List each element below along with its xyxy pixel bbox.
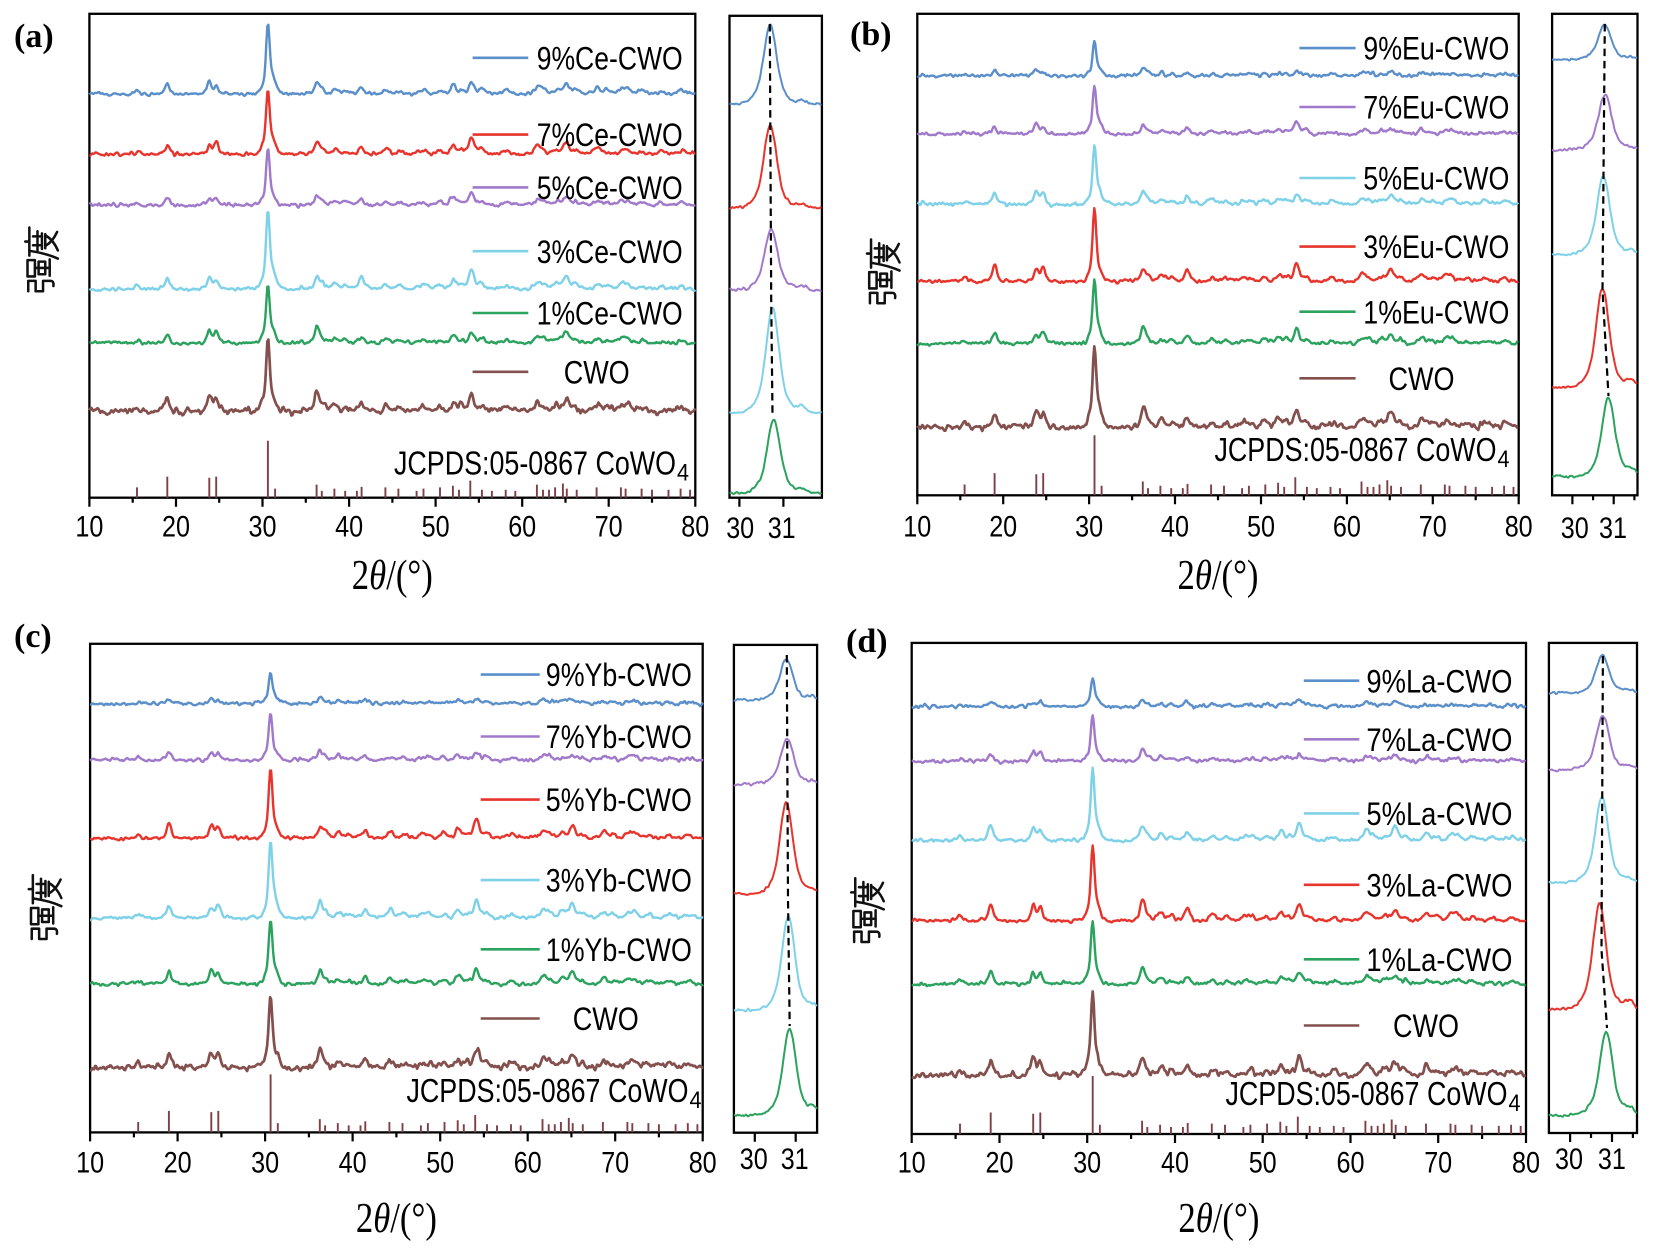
svg-text:31: 31 (1598, 1143, 1626, 1176)
svg-text:9%Yb-CWO: 9%Yb-CWO (546, 657, 692, 693)
svg-text:JCPDS:05-0867 CoWO: JCPDS:05-0867 CoWO (394, 445, 676, 482)
svg-text:40: 40 (339, 1147, 367, 1180)
svg-text:2θ/(°): 2θ/(°) (1178, 1196, 1259, 1242)
svg-text:10: 10 (898, 1147, 926, 1180)
svg-text:30: 30 (251, 1147, 279, 1180)
svg-text:50: 50 (422, 511, 450, 544)
svg-text:JCPDS:05-0867 CoWO: JCPDS:05-0867 CoWO (407, 1072, 689, 1109)
svg-text:70: 70 (595, 511, 623, 544)
svg-text:3%Ce-CWO: 3%Ce-CWO (537, 234, 683, 270)
svg-text:80: 80 (689, 1147, 717, 1180)
svg-text:4: 4 (1498, 446, 1510, 473)
svg-text:1%Ce-CWO: 1%Ce-CWO (537, 296, 683, 332)
svg-text:31: 31 (781, 1143, 809, 1176)
svg-text:80: 80 (681, 511, 709, 544)
svg-text:30: 30 (1073, 1147, 1101, 1180)
svg-text:30: 30 (740, 1143, 768, 1176)
svg-text:(c): (c) (14, 618, 52, 655)
svg-text:9%La-CWO: 9%La-CWO (1366, 663, 1512, 699)
svg-text:20: 20 (986, 1147, 1014, 1180)
svg-text:70: 70 (1424, 1147, 1452, 1180)
svg-text:80: 80 (1505, 511, 1533, 544)
svg-text:(a): (a) (14, 18, 54, 55)
svg-text:30: 30 (1561, 512, 1589, 545)
svg-text:10: 10 (903, 511, 931, 544)
svg-text:1%La-CWO: 1%La-CWO (1366, 942, 1512, 978)
svg-text:30: 30 (1555, 1143, 1583, 1176)
svg-text:7%Eu-CWO: 7%Eu-CWO (1363, 90, 1509, 126)
svg-text:20: 20 (989, 511, 1017, 544)
svg-text:3%Yb-CWO: 3%Yb-CWO (546, 863, 692, 899)
svg-text:1%Yb-CWO: 1%Yb-CWO (546, 932, 692, 968)
svg-text:CWO: CWO (1393, 1008, 1459, 1044)
svg-text:4: 4 (690, 1087, 702, 1114)
svg-text:60: 60 (1333, 511, 1361, 544)
svg-text:5%Eu-CWO: 5%Eu-CWO (1363, 161, 1509, 197)
svg-text:3%Eu-CWO: 3%Eu-CWO (1363, 229, 1509, 265)
svg-text:(d): (d) (846, 623, 888, 660)
svg-text:80: 80 (1512, 1147, 1540, 1180)
svg-text:40: 40 (335, 511, 363, 544)
svg-text:60: 60 (514, 1147, 542, 1180)
svg-text:JCPDS:05-0867 CoWO: JCPDS:05-0867 CoWO (1215, 431, 1497, 468)
svg-text:50: 50 (1247, 511, 1275, 544)
svg-text:(b): (b) (850, 16, 892, 53)
svg-text:1%Eu-CWO: 1%Eu-CWO (1363, 294, 1509, 330)
svg-text:50: 50 (426, 1147, 454, 1180)
svg-text:31: 31 (768, 512, 796, 545)
svg-text:9%Ce-CWO: 9%Ce-CWO (537, 40, 683, 76)
svg-text:20: 20 (162, 511, 190, 544)
svg-text:30: 30 (726, 512, 754, 545)
svg-text:7%Ce-CWO: 7%Ce-CWO (537, 117, 683, 153)
svg-text:60: 60 (508, 511, 536, 544)
svg-text:5%Ce-CWO: 5%Ce-CWO (537, 170, 683, 206)
svg-text:31: 31 (1599, 512, 1627, 545)
svg-text:2θ/(°): 2θ/(°) (352, 553, 433, 599)
svg-text:5%Yb-CWO: 5%Yb-CWO (546, 782, 692, 818)
svg-text:3%La-CWO: 3%La-CWO (1366, 867, 1512, 903)
svg-text:70: 70 (601, 1147, 629, 1180)
svg-text:CWO: CWO (1389, 361, 1455, 397)
svg-text:5%La-CWO: 5%La-CWO (1366, 796, 1512, 832)
svg-text:20: 20 (164, 1147, 192, 1180)
svg-text:60: 60 (1337, 1147, 1365, 1180)
svg-text:2θ/(°): 2θ/(°) (1178, 553, 1259, 599)
svg-text:7%La-CWO: 7%La-CWO (1366, 722, 1512, 758)
svg-text:50: 50 (1249, 1147, 1277, 1180)
svg-text:30: 30 (1075, 511, 1103, 544)
svg-text:7%Yb-CWO: 7%Yb-CWO (546, 719, 692, 755)
svg-text:CWO: CWO (573, 1001, 639, 1037)
svg-text:2θ/(°): 2θ/(°) (356, 1196, 437, 1242)
svg-text:30: 30 (249, 511, 277, 544)
svg-text:70: 70 (1419, 511, 1447, 544)
svg-text:9%Eu-CWO: 9%Eu-CWO (1363, 31, 1509, 67)
svg-text:10: 10 (75, 511, 103, 544)
svg-text:CWO: CWO (564, 354, 630, 390)
svg-text:4: 4 (677, 460, 689, 487)
svg-text:10: 10 (76, 1147, 104, 1180)
svg-text:40: 40 (1161, 1147, 1189, 1180)
svg-text:JCPDS:05-0867 CoWO: JCPDS:05-0867 CoWO (1226, 1075, 1508, 1112)
svg-text:4: 4 (1509, 1090, 1521, 1117)
svg-text:40: 40 (1161, 511, 1189, 544)
